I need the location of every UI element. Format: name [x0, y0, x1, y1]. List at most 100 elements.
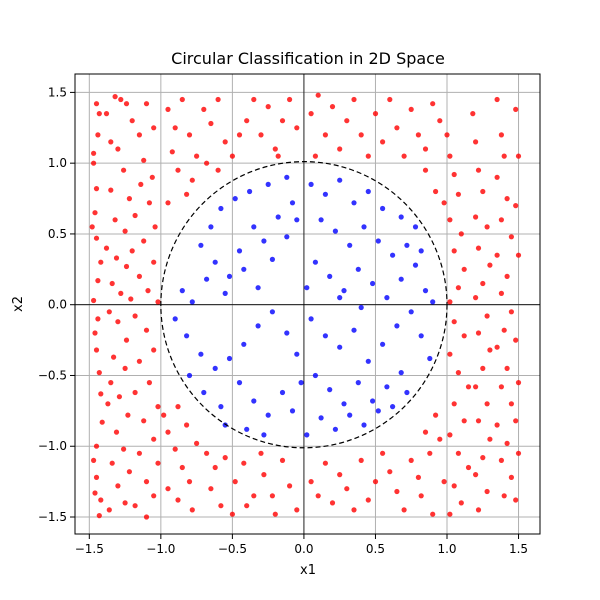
data-point	[308, 479, 314, 485]
data-point	[418, 248, 424, 254]
data-point	[365, 358, 371, 364]
data-point	[146, 380, 152, 386]
data-point	[475, 330, 482, 336]
data-point	[404, 389, 410, 396]
data-point	[284, 330, 290, 336]
data-point	[418, 493, 424, 499]
data-point	[108, 187, 114, 193]
data-point	[355, 380, 361, 386]
data-point	[115, 483, 121, 489]
data-point	[327, 273, 333, 279]
data-point	[208, 486, 214, 492]
x-tick-label: 1.5	[509, 542, 528, 556]
data-point	[165, 200, 171, 206]
data-point	[358, 132, 364, 138]
data-point	[93, 474, 100, 480]
data-point	[494, 344, 500, 350]
data-point	[212, 259, 218, 265]
data-point	[337, 472, 343, 478]
data-point	[412, 262, 419, 268]
data-point	[91, 150, 97, 156]
data-point	[494, 422, 500, 428]
x-tick-label: −1.0	[146, 542, 175, 556]
data-point	[265, 104, 271, 110]
data-point	[430, 101, 436, 107]
data-point	[108, 139, 114, 145]
data-point	[337, 177, 343, 183]
data-point	[244, 426, 250, 432]
data-point	[322, 333, 328, 339]
data-point	[115, 319, 121, 325]
data-point	[165, 486, 171, 492]
data-point	[198, 242, 204, 248]
data-point	[408, 106, 414, 112]
data-point	[129, 248, 135, 254]
data-point	[112, 94, 118, 100]
data-point	[126, 469, 132, 475]
data-point	[241, 266, 247, 272]
data-point	[155, 299, 161, 305]
data-point	[404, 242, 410, 248]
data-point	[98, 391, 104, 397]
zero-axis-lines	[75, 74, 540, 534]
data-point	[455, 450, 461, 456]
chart-title: Circular Classification in 2D Space	[171, 49, 445, 68]
data-point	[92, 210, 98, 216]
x-tick-label: 0.0	[294, 542, 313, 556]
data-point	[358, 457, 364, 463]
data-point	[484, 224, 490, 230]
data-point	[361, 422, 367, 428]
data-point	[337, 344, 343, 350]
data-point	[430, 299, 436, 305]
data-point	[455, 370, 461, 376]
data-point	[351, 327, 357, 333]
data-point	[447, 351, 453, 357]
data-point	[375, 408, 381, 414]
data-point	[451, 248, 457, 254]
data-point	[109, 460, 115, 466]
data-point	[494, 96, 500, 103]
data-point	[498, 217, 504, 223]
data-point	[480, 365, 486, 371]
data-point	[179, 288, 185, 294]
data-point	[484, 313, 490, 319]
data-point	[241, 341, 247, 347]
data-point	[447, 217, 453, 223]
data-point	[401, 507, 407, 513]
data-point	[487, 436, 493, 442]
data-point	[218, 205, 224, 212]
data-point	[447, 299, 453, 305]
data-point	[480, 280, 486, 287]
data-point	[332, 228, 338, 234]
data-point	[394, 488, 400, 495]
data-point	[284, 234, 290, 240]
data-point	[93, 443, 100, 449]
data-point	[484, 401, 490, 407]
data-point	[347, 242, 353, 248]
data-point	[351, 507, 357, 513]
data-points	[89, 92, 522, 520]
data-point	[332, 426, 338, 432]
data-point	[212, 464, 218, 471]
data-point	[91, 160, 97, 166]
data-point	[451, 401, 457, 407]
data-point	[480, 455, 486, 461]
data-point	[365, 188, 371, 195]
data-point	[179, 464, 185, 471]
data-point	[427, 355, 433, 362]
data-point	[513, 418, 519, 424]
data-point	[121, 167, 127, 173]
data-point	[143, 101, 150, 107]
data-point	[123, 337, 130, 343]
data-point	[513, 337, 519, 343]
data-point	[151, 347, 157, 353]
data-point	[251, 96, 257, 103]
data-point	[218, 503, 224, 509]
data-point	[126, 196, 132, 202]
data-point	[412, 224, 419, 230]
data-point	[241, 460, 247, 466]
data-point	[152, 224, 158, 230]
data-point	[272, 146, 278, 152]
data-point	[380, 205, 386, 212]
data-point	[269, 309, 275, 315]
